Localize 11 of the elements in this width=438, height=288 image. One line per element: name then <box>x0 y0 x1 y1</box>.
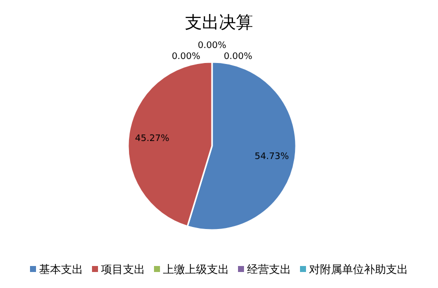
data-label: 54.73% <box>254 152 290 162</box>
data-label: 45.27% <box>135 134 170 144</box>
legend-label: 基本支出 <box>39 263 83 276</box>
text: 0.00% <box>198 41 226 51</box>
text: 0.00% <box>224 52 252 62</box>
text: 0.00% <box>172 52 200 62</box>
legend-label: 经营支出 <box>247 263 291 276</box>
chart-title: 支出决算 <box>185 13 253 33</box>
legend-label: 上缴上级支出 <box>163 263 229 276</box>
legend-label: 项目支出 <box>101 263 145 276</box>
legend-label: 对附属单位补助支出 <box>309 263 408 276</box>
